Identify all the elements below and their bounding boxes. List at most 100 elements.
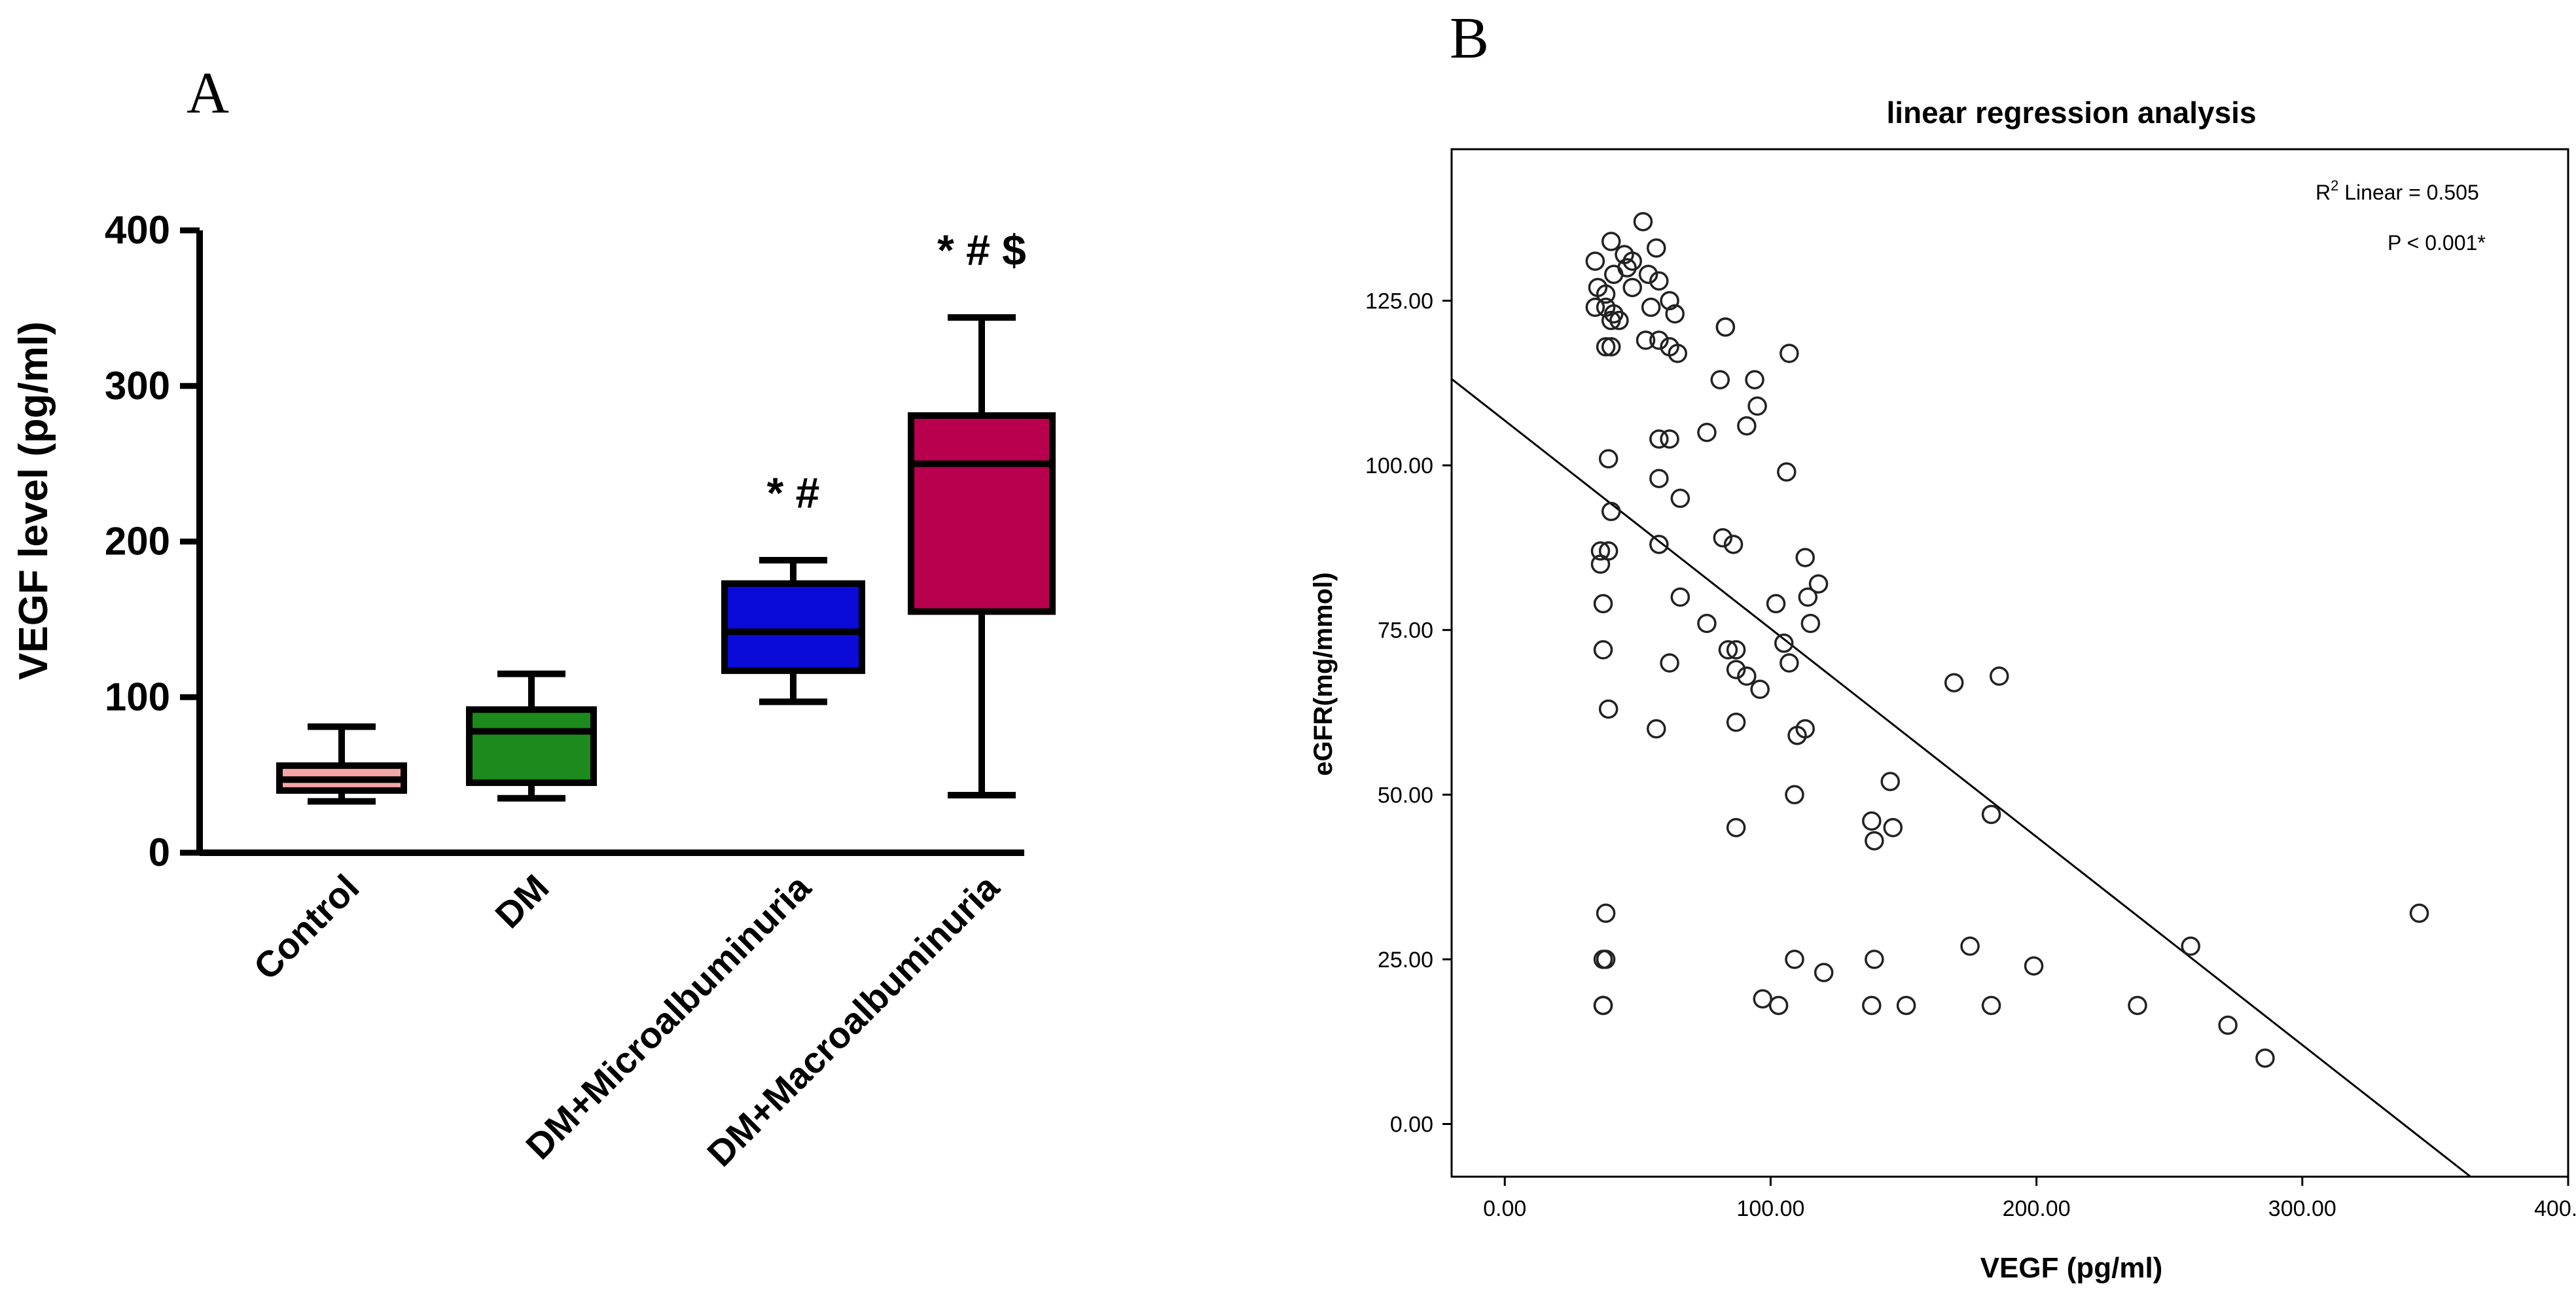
data-point: [1990, 666, 2009, 686]
data-point: [1596, 284, 1616, 304]
data-point: [2218, 1015, 2238, 1035]
data-point: [1649, 271, 1669, 291]
y-tick-label: 125.00: [1365, 289, 1433, 313]
y-tick-label: 100: [105, 675, 170, 719]
data-point: [1649, 469, 1669, 488]
data-point: [1750, 679, 1770, 700]
panel-a-label: A: [187, 61, 229, 126]
data-point: [1710, 370, 1730, 389]
regression-line: [1451, 378, 2471, 1178]
data-point: [1601, 501, 1621, 522]
data-points: [1585, 211, 2429, 1068]
data-point: [1670, 587, 1690, 607]
data-point: [2128, 995, 2147, 1016]
data-point: [1737, 666, 1757, 686]
data-point: [1601, 337, 1621, 357]
data-point: [1660, 291, 1679, 311]
data-point: [1862, 995, 1882, 1016]
y-tick-label: 75.00: [1378, 618, 1433, 643]
x-tick-label: 400.00: [2534, 1196, 2576, 1221]
data-point: [1596, 950, 1616, 969]
data-point: [1718, 640, 1738, 660]
data-point: [1745, 370, 1764, 389]
data-point: [1862, 811, 1882, 831]
y-tick-label: 0: [149, 830, 170, 874]
panel-b-scatter: B linear regression analysis VEGF (pg/ml…: [1309, 6, 2576, 1284]
data-point: [1726, 712, 1746, 732]
y-tick-label: 300: [105, 364, 170, 408]
data-point: [1777, 462, 1797, 482]
data-point: [2024, 956, 2044, 976]
data-point: [1598, 449, 1619, 469]
data-point: [1808, 574, 1829, 594]
iqr-box: [466, 706, 597, 787]
data-point: [1593, 594, 1613, 614]
y-axis-label: eGFR(mg/mmol): [1309, 572, 1338, 776]
box-dm-microalbuminuria: * #: [721, 469, 865, 705]
data-point: [1774, 634, 1794, 653]
panel-a-boxplot: A VEGF level (pg/ml) 0 100 200 300 400 * # * …: [11, 61, 1056, 1174]
data-point: [1785, 950, 1804, 969]
r2-annotation: R2 Linear = 0.505: [2316, 177, 2479, 204]
data-point: [1590, 541, 1611, 561]
data-point: [1981, 995, 2001, 1016]
data-point: [1880, 772, 1900, 791]
data-point: [1747, 396, 1767, 416]
data-point: [1713, 528, 1733, 548]
data-point: [1636, 330, 1656, 350]
data-point: [1668, 344, 1688, 363]
y-tick-label: 100.00: [1365, 454, 1433, 478]
x-tick-label: 0.00: [1483, 1196, 1526, 1221]
data-point: [1944, 673, 1964, 692]
data-point: [1715, 317, 1736, 337]
data-point: [1795, 719, 1815, 739]
data-point: [1726, 660, 1746, 679]
data-point: [1697, 423, 1717, 442]
data-point: [1981, 804, 2001, 825]
data-point: [1641, 297, 1661, 317]
data-point: [1766, 594, 1786, 614]
data-point: [1593, 995, 1613, 1016]
panel-b-label: B: [1450, 6, 1489, 71]
y-tick-label: 25.00: [1378, 948, 1433, 973]
y-axis-label: VEGF level (pg/ml): [11, 321, 56, 680]
box-dm: [466, 670, 597, 802]
data-point: [1609, 310, 1629, 330]
data-point: [1726, 817, 1746, 838]
data-point: [1601, 232, 1621, 251]
data-point: [1622, 277, 1642, 298]
data-point: [2255, 1048, 2275, 1068]
data-point: [1780, 344, 1799, 363]
data-point: [1617, 258, 1637, 277]
data-point: [1726, 640, 1746, 660]
box-control: [276, 723, 407, 805]
data-point: [1585, 251, 1605, 271]
data-point: [2181, 937, 2200, 956]
p-value-annotation: P < 0.001*: [2388, 231, 2486, 255]
significance-annotation: * #: [767, 469, 820, 517]
x-axis-label: VEGF (pg/ml): [1980, 1252, 2163, 1284]
data-point: [1665, 304, 1685, 324]
x-tick-label: 100.00: [1736, 1196, 1804, 1221]
data-point: [1649, 330, 1669, 350]
significance-annotation: * # $: [937, 226, 1026, 274]
data-point: [1800, 613, 1821, 634]
data-point: [1798, 587, 1818, 607]
data-point: [1638, 264, 1658, 284]
data-point: [1622, 251, 1642, 271]
y-tick-label: 50.00: [1378, 783, 1433, 808]
data-point: [1585, 297, 1605, 317]
data-point: [1883, 817, 1903, 838]
data-point: [1649, 535, 1669, 554]
data-point: [1865, 950, 1884, 969]
axes: 0.00 100.00 200.00 300.00 400.00 0.00 25.00 50.…: [1365, 289, 2576, 1221]
y-tick-label: 200: [105, 520, 170, 563]
x-tick-label: 300.00: [2268, 1196, 2336, 1221]
y-tick-label: 400: [105, 208, 170, 252]
data-point: [2409, 903, 2429, 923]
data-point: [1647, 719, 1666, 739]
data-point: [1737, 416, 1757, 436]
iqr-box: [721, 580, 865, 674]
data-point: [1865, 830, 1884, 851]
